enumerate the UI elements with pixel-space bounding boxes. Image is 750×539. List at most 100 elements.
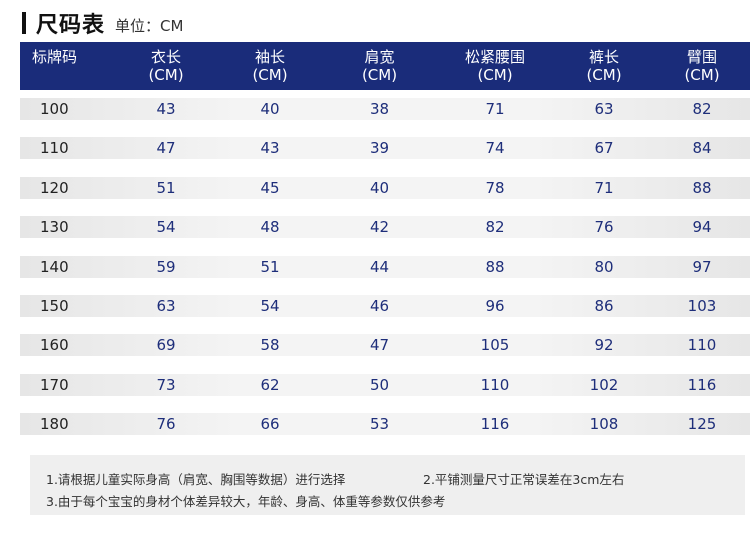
table-cell: 67	[594, 139, 614, 158]
table-cell: 116	[480, 415, 510, 434]
table-cell: 66	[260, 415, 280, 434]
header-waist: 松紧腰围 (CM)	[436, 42, 554, 90]
table-cell: 39	[369, 139, 390, 158]
table-cell: 51	[156, 178, 176, 197]
table-cell: 110	[480, 375, 510, 394]
table-cell: 88	[485, 257, 505, 276]
table-cell: 51	[260, 257, 280, 276]
table-row: 100 43 40 38 71 63 82	[20, 98, 750, 120]
header-unit: (CM)	[684, 66, 720, 84]
table-row: 140 59 51 44 88 80 97	[20, 255, 750, 278]
table-cell: 47	[156, 139, 176, 158]
table-cell: 170	[40, 375, 69, 394]
table-cell: 43	[260, 139, 280, 158]
notes-box: 1.请根据儿童实际身高（肩宽、胸围等数据）进行选择 2.平铺测量尺寸正常误差在3…	[30, 455, 745, 515]
note-item: 3.由于每个宝宝的身材个体差异较大，年龄、身高、体重等参数仅供参考	[46, 494, 446, 509]
table-cell: 54	[260, 296, 280, 315]
header-unit: (CM)	[361, 66, 398, 84]
table-cell: 97	[692, 257, 712, 276]
header-length: 衣长 (CM)	[115, 42, 217, 90]
table-cell: 130	[40, 218, 69, 237]
table-row: 130 54 48 42 82 76 94	[20, 216, 750, 239]
table-cell: 58	[260, 336, 280, 355]
table-cell: 59	[156, 257, 176, 276]
table-cell: 110	[40, 139, 69, 158]
table-cell: 84	[692, 139, 712, 158]
table-cell: 108	[589, 415, 619, 434]
page-title: 尺码表	[36, 13, 106, 38]
table-cell: 103	[687, 296, 717, 315]
note-item: 2.平铺测量尺寸正常误差在3cm左右	[423, 472, 625, 487]
table-row: 160 69 58 47 105 92 110	[20, 334, 750, 357]
table-cell: 40	[369, 178, 390, 197]
table-cell: 110	[687, 336, 717, 355]
table-cell: 105	[480, 336, 510, 355]
header-sleeve: 袖长 (CM)	[217, 42, 323, 90]
header-unit: (CM)	[252, 66, 288, 84]
table-cell: 74	[485, 139, 505, 158]
table-cell: 43	[156, 100, 176, 118]
table-cell: 180	[40, 415, 69, 434]
table-cell: 45	[260, 178, 280, 197]
title-accent-bar	[22, 12, 26, 34]
table-cell: 48	[260, 218, 280, 237]
header-unit: (CM)	[477, 66, 513, 84]
table-cell: 88	[692, 178, 712, 197]
table-cell: 76	[156, 415, 176, 434]
table-cell: 44	[369, 257, 390, 276]
table-cell: 116	[687, 375, 717, 394]
header-unit: (CM)	[586, 66, 622, 84]
header-pants-length: 裤长 (CM)	[554, 42, 654, 90]
table-cell: 82	[485, 218, 505, 237]
table-cell: 80	[594, 257, 614, 276]
note-item: 1.请根据儿童实际身高（肩宽、胸围等数据）进行选择	[46, 472, 346, 487]
table-cell: 42	[369, 218, 390, 237]
table-body: 100 43 40 38 71 63 82 110 47 43 39 74 67…	[20, 98, 750, 453]
table-cell: 62	[260, 375, 280, 394]
table-cell: 96	[485, 296, 505, 315]
header-label: 袖长	[254, 48, 285, 66]
table-cell: 54	[156, 218, 176, 237]
table-cell: 140	[40, 257, 69, 276]
table-row: 120 51 45 40 78 71 88	[20, 176, 750, 199]
table-cell: 47	[369, 336, 390, 355]
notes-line: 3.由于每个宝宝的身材个体差异较大，年龄、身高、体重等参数仅供参考	[46, 491, 745, 513]
table-cell: 94	[692, 218, 712, 237]
table-cell: 150	[40, 296, 69, 315]
header-label: 标牌码	[32, 48, 78, 66]
header-label: 衣长	[150, 48, 181, 66]
table-cell: 46	[369, 296, 390, 315]
table-cell: 86	[594, 296, 614, 315]
table-row: 110 47 43 39 74 67 84	[20, 137, 750, 160]
table-header: 标牌码 衣长 (CM) 袖长 (CM) 肩宽 (CM) 松紧腰围 (CM) 裤长…	[20, 42, 750, 90]
table-cell: 71	[594, 178, 614, 197]
notes-line: 1.请根据儿童实际身高（肩宽、胸围等数据）进行选择 2.平铺测量尺寸正常误差在3…	[46, 469, 745, 491]
table-row: 170 73 62 50 110 102 116	[20, 373, 750, 396]
table-cell: 82	[692, 100, 712, 118]
table-cell: 160	[40, 336, 69, 355]
table-cell: 40	[260, 100, 280, 118]
table-cell: 69	[156, 336, 176, 355]
table-cell: 50	[369, 375, 390, 394]
unit-label: 单位：CM	[115, 16, 184, 35]
table-row: 180 76 66 53 116 108 125	[20, 413, 750, 436]
header-unit: (CM)	[148, 66, 184, 84]
table-cell: 38	[369, 100, 390, 118]
header-label: 肩宽	[364, 48, 395, 66]
header-label: 松紧腰围	[464, 48, 525, 66]
table-cell: 102	[589, 375, 619, 394]
table-cell: 125	[687, 415, 717, 434]
table-cell: 63	[594, 100, 614, 118]
table-cell: 120	[40, 178, 69, 197]
table-cell: 100	[40, 100, 69, 118]
title-bar: 尺码表 单位：CM	[22, 8, 183, 38]
table-cell: 63	[156, 296, 176, 315]
table-cell: 92	[594, 336, 614, 355]
table-cell: 53	[369, 415, 390, 434]
header-shoulder: 肩宽 (CM)	[323, 42, 436, 90]
table-cell: 71	[485, 100, 505, 118]
table-cell: 78	[485, 178, 505, 197]
header-size-tag: 标牌码	[20, 42, 115, 90]
table-cell: 76	[594, 218, 614, 237]
header-label: 臂围	[686, 48, 717, 66]
